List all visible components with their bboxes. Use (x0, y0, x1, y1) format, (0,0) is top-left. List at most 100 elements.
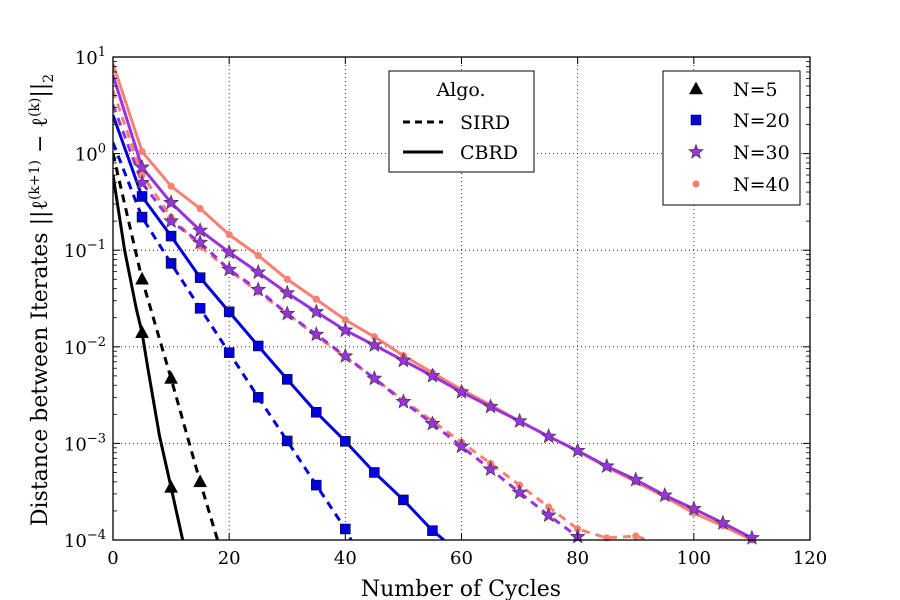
legend-n30-label: N=30 (733, 142, 790, 164)
x-axis-title: Number of Cycles (361, 577, 561, 600)
data-point (192, 234, 209, 250)
data-point (366, 370, 383, 386)
x-tick-label: 20 (218, 548, 241, 569)
data-point (221, 261, 238, 277)
x-tick-label: 100 (677, 548, 711, 569)
data-point (366, 336, 383, 352)
data-point (656, 486, 673, 503)
data-point (134, 159, 150, 175)
data-point (165, 258, 177, 269)
series-line-n-5-cbrd (113, 174, 185, 540)
data-point (282, 374, 293, 385)
data-point (308, 326, 325, 342)
data-point (279, 284, 296, 300)
legend-n-markers (688, 81, 704, 188)
data-point (482, 398, 499, 414)
legend-n-box (662, 70, 801, 206)
legend-n5-label: N=5 (733, 79, 778, 101)
data-point (164, 479, 179, 493)
data-point (395, 393, 412, 409)
data-point (340, 523, 351, 535)
y-tick-label: 100 (75, 142, 106, 166)
legend-algo: Algo. SIRD CBRD (388, 70, 535, 173)
data-point (134, 174, 150, 190)
data-point (164, 370, 179, 384)
legend-algo-title: Algo. (435, 79, 485, 101)
y-tick-label: 10−2 (64, 335, 106, 359)
legend-cbrd-label: CBRD (460, 142, 518, 164)
data-point (627, 471, 644, 487)
data-point (163, 194, 180, 210)
series-line-n-20-cbrd (113, 114, 446, 540)
data-point (250, 281, 267, 297)
y-axis-title: Distance between Iterates ||ℓ(k+1) − ℓ(k… (27, 74, 57, 526)
data-point (482, 460, 499, 476)
legend-marker-circle (692, 180, 700, 188)
data-point (545, 503, 553, 511)
data-point (163, 212, 180, 228)
data-point (685, 500, 702, 516)
data-point (341, 316, 349, 324)
markers-layer (134, 147, 760, 545)
data-point (511, 412, 528, 428)
data-point (196, 204, 204, 213)
data-point (250, 264, 267, 280)
legend-algo-box (388, 70, 535, 173)
x-tick-label: 60 (450, 548, 473, 569)
data-point (369, 467, 380, 478)
y-tick-label: 101 (75, 45, 106, 69)
data-point (136, 191, 148, 202)
data-point (424, 415, 441, 431)
data-point (714, 514, 731, 530)
x-tick-label: 80 (566, 548, 589, 569)
data-point (370, 333, 378, 341)
data-point (254, 251, 262, 260)
data-point (252, 340, 264, 352)
data-point (312, 295, 320, 303)
data-point (194, 303, 206, 314)
legend-n20-label: N=20 (733, 110, 790, 132)
y-tick-label: 10−4 (64, 528, 106, 552)
series-line-n-5-sird (113, 153, 219, 540)
data-point (252, 392, 264, 403)
legend-marker-square (690, 114, 702, 126)
data-point (165, 230, 177, 242)
data-point (337, 322, 354, 338)
data-point (225, 231, 233, 239)
data-point (283, 275, 291, 283)
x-tick-label: 40 (334, 548, 357, 569)
data-point (743, 529, 760, 545)
x-tick-label: 0 (107, 548, 118, 569)
data-point (194, 272, 206, 283)
data-point (135, 271, 149, 285)
data-point (138, 147, 146, 156)
data-point (511, 484, 528, 500)
data-point (632, 532, 640, 540)
data-point (424, 367, 441, 383)
legend-n: N=5 N=20 N=30 N=40 (662, 70, 801, 206)
data-point (192, 222, 209, 238)
ticks: 0 20 40 60 80 100 120 10−4 10−3 10−2 10−1 100 101 (64, 45, 827, 569)
data-point (398, 494, 409, 506)
data-point (540, 507, 557, 523)
y-tick-label: 10−3 (64, 431, 106, 455)
data-point (311, 479, 322, 491)
series-line-n-40-sird (113, 90, 648, 540)
data-point (308, 303, 325, 319)
data-point (395, 352, 412, 368)
data-point (221, 244, 238, 260)
x-tick-label: 120 (793, 548, 827, 569)
data-point (136, 211, 148, 223)
data-point (279, 305, 296, 321)
data-point (282, 435, 293, 447)
data-point (598, 457, 615, 473)
data-point (540, 428, 557, 444)
data-point (223, 306, 235, 318)
data-point (223, 347, 235, 358)
legend-sird-label: SIRD (460, 112, 510, 134)
data-point (427, 525, 438, 536)
legend-marker-triangle (689, 81, 703, 95)
y-tick-label: 10−1 (64, 238, 106, 262)
legend-marker-star (688, 143, 704, 159)
